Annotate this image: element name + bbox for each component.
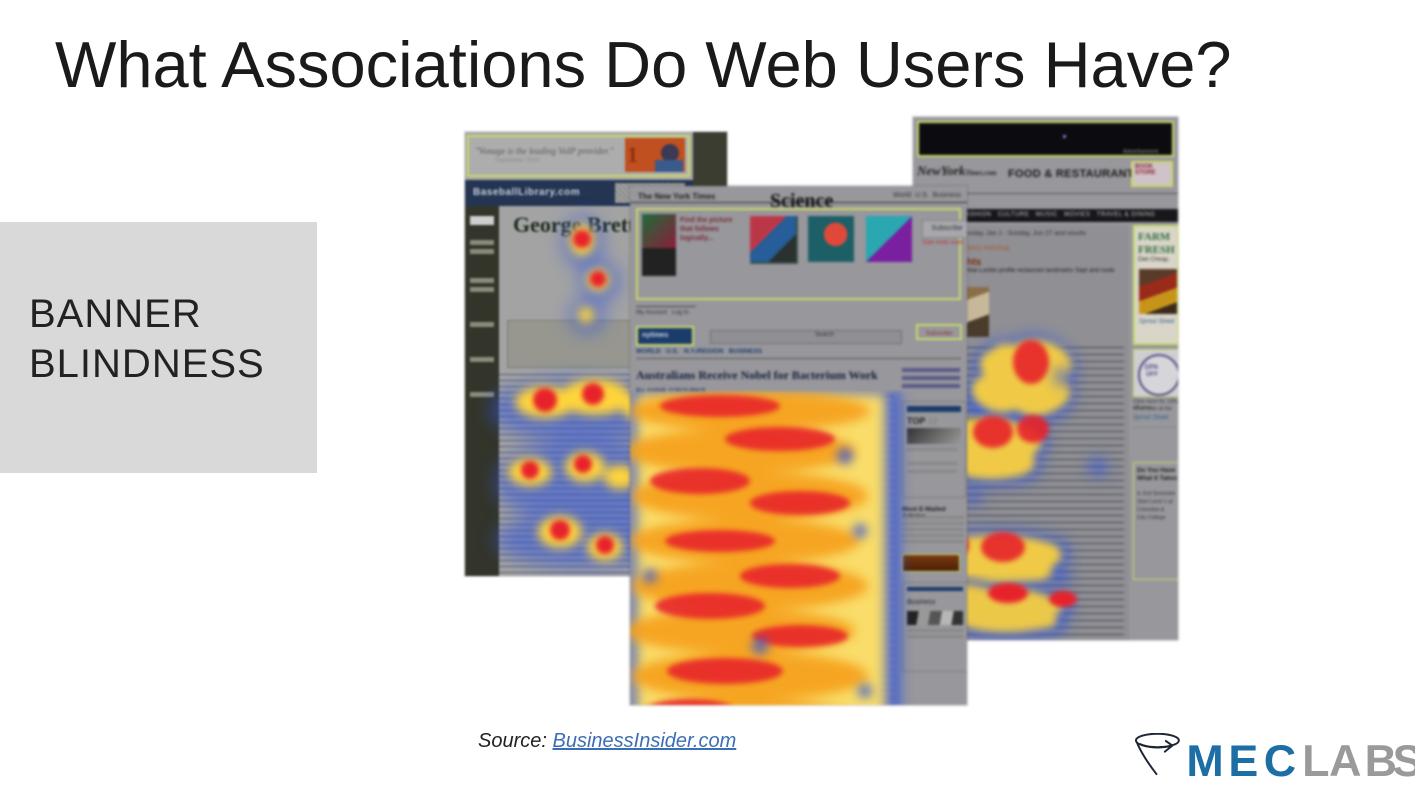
svg-text:E: E <box>1228 736 1258 786</box>
svg-text:A: A <box>1329 736 1361 786</box>
svg-text:C: C <box>1264 736 1296 786</box>
svg-text:S: S <box>1393 736 1415 786</box>
svg-text:L: L <box>1302 736 1329 786</box>
svg-text:M: M <box>1186 736 1223 786</box>
